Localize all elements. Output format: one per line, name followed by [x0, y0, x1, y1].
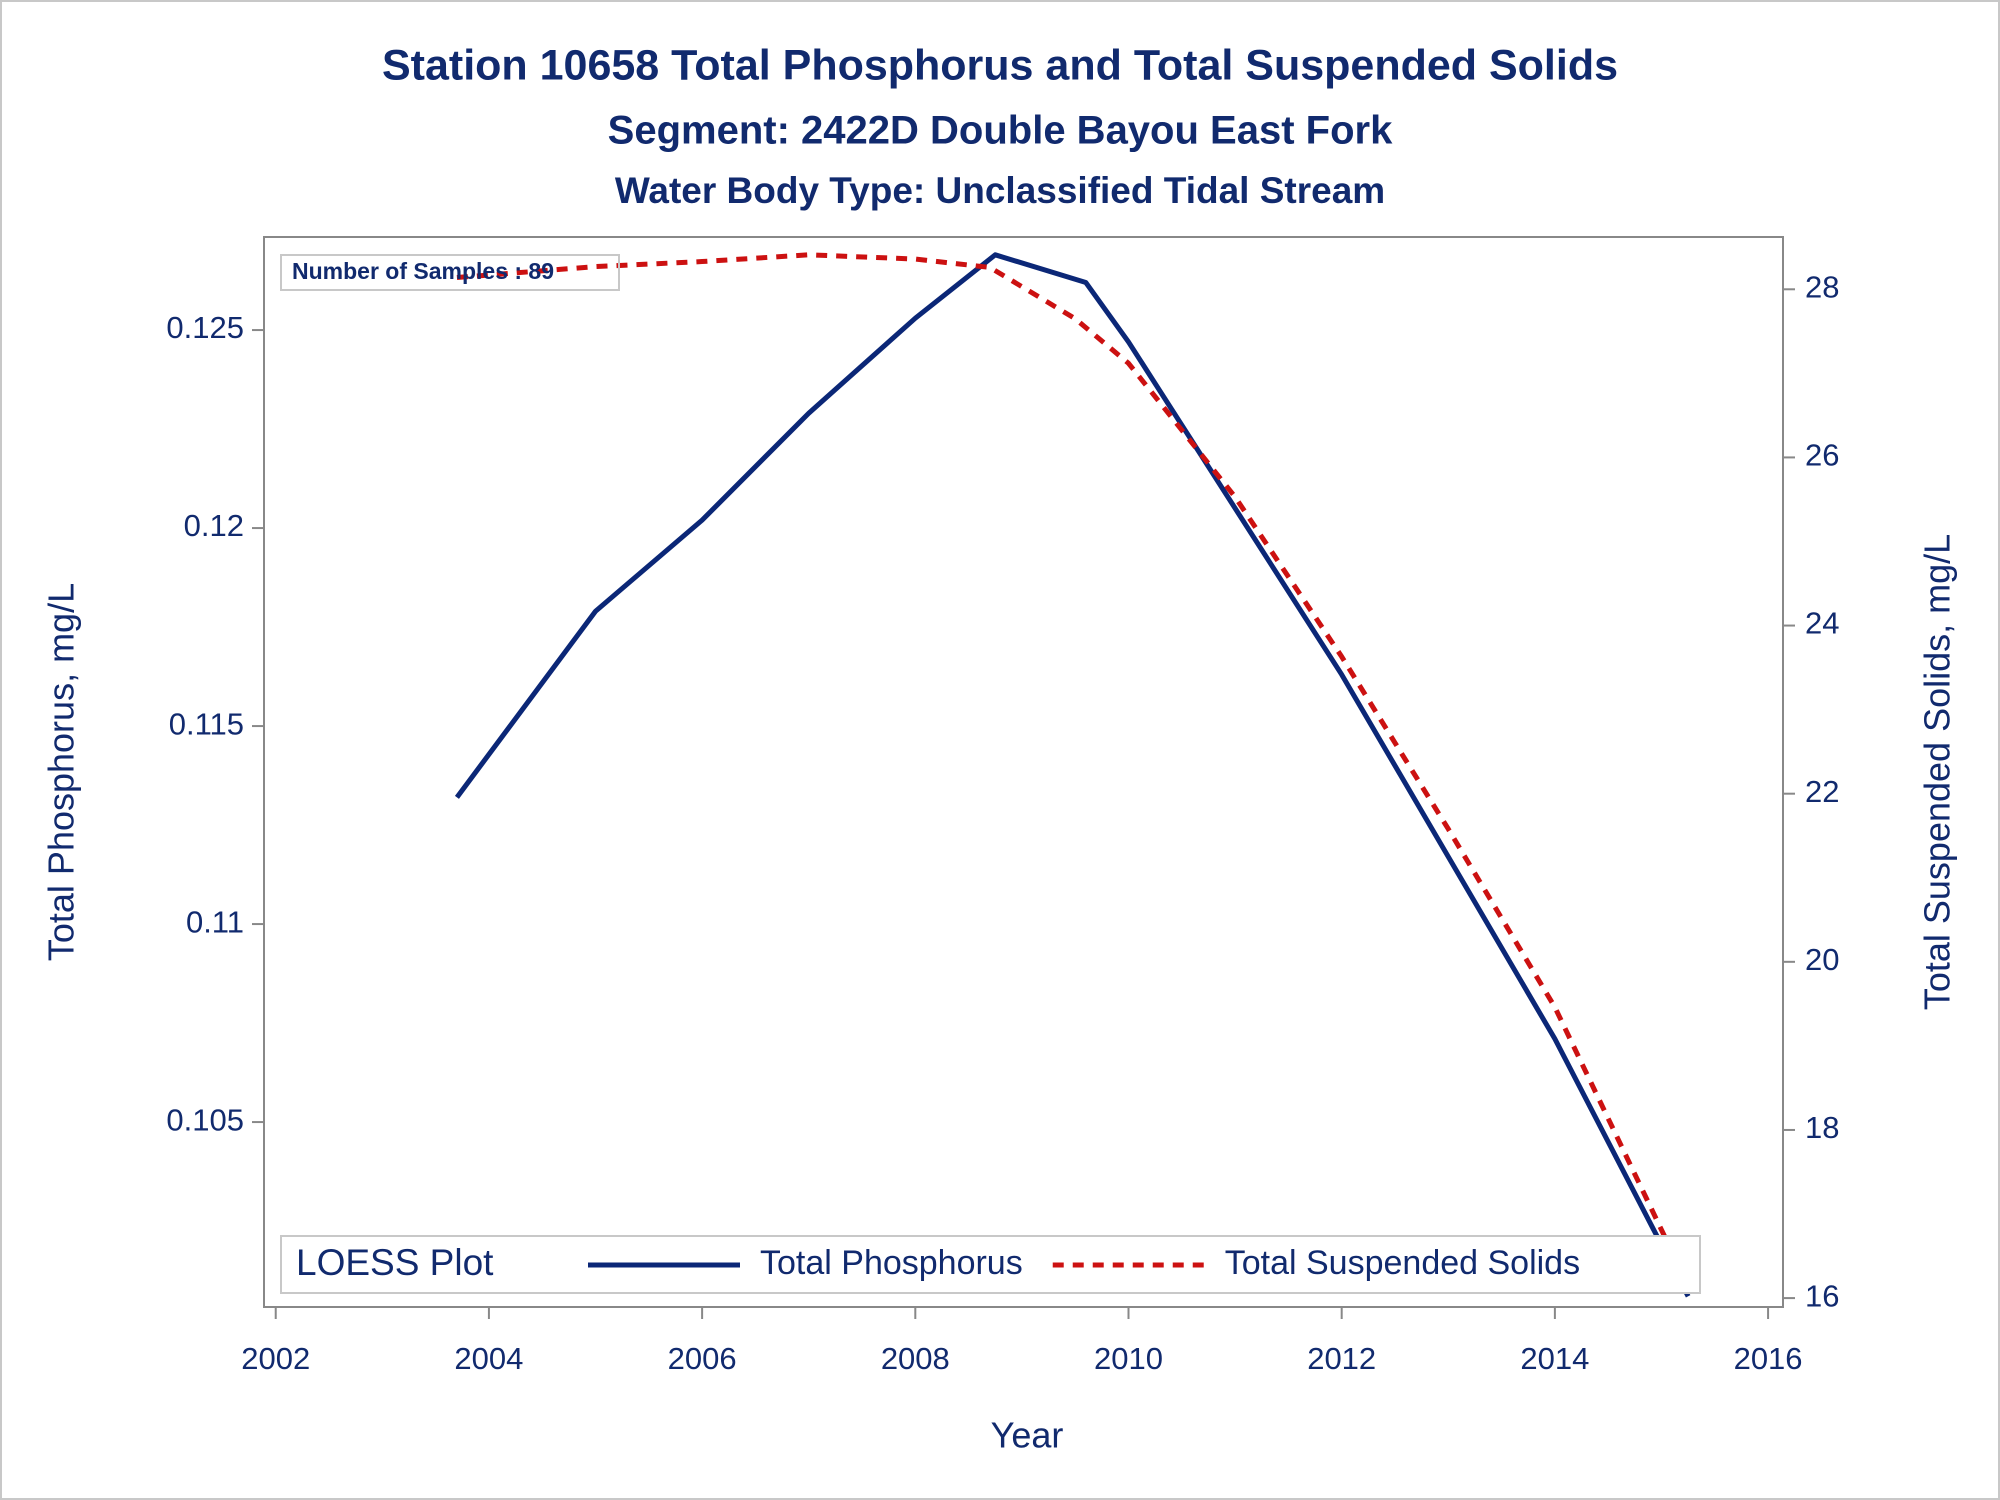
- y2-axis-label: Total Suspended Solids, mg/L: [1917, 534, 1958, 1010]
- annotation: Number of Samples : 89: [292, 258, 554, 284]
- annotation-box: [280, 254, 620, 291]
- legend-label: Total Phosphorus: [760, 1244, 1023, 1282]
- x-tick-label: 2010: [1094, 1341, 1163, 1376]
- x-tick-label: 2002: [241, 1341, 310, 1376]
- y2-tick-label: 24: [1805, 606, 1839, 641]
- series-line: [456, 252, 1691, 1287]
- x-tick-label: 2016: [1734, 1341, 1803, 1376]
- y-axis-label: Total Phosphorus, mg/L: [41, 583, 82, 961]
- y2-tick-label: 18: [1805, 1110, 1839, 1145]
- y-tick-label: 0.125: [166, 310, 244, 345]
- legend-label: Total Suspended Solids: [1225, 1244, 1580, 1282]
- x-tick-label: 2014: [1520, 1341, 1589, 1376]
- y2-tick-label: 26: [1805, 438, 1839, 473]
- y-tick-label: 0.12: [184, 508, 244, 543]
- chart-subtitle: Segment: 2422D Double Bayou East Fork: [608, 109, 1393, 153]
- series-line: [454, 252, 1691, 1298]
- y-tick-label: 0.115: [169, 706, 244, 741]
- x-tick-label: 2006: [668, 1341, 737, 1376]
- y2-tick-label: 16: [1805, 1278, 1839, 1313]
- x-tick-label: 2008: [881, 1341, 950, 1376]
- chart-title: Station 10658 Total Phosphorus and Total…: [382, 41, 1618, 89]
- x-tick-label: 2012: [1307, 1341, 1376, 1376]
- legend-title: LOESS Plot: [296, 1242, 494, 1283]
- x-axis-label: Year: [991, 1415, 1064, 1456]
- y-tick-label: 0.11: [186, 904, 244, 939]
- y2-tick-label: 20: [1805, 942, 1839, 977]
- y2-tick-label: 22: [1805, 774, 1839, 809]
- y2-tick-label: 28: [1805, 269, 1839, 304]
- chart-subtitle: Water Body Type: Unclassified Tidal Stre…: [615, 170, 1385, 211]
- y-tick-label: 0.105: [166, 1102, 244, 1137]
- x-tick-label: 2004: [454, 1341, 523, 1376]
- plot-area: [263, 236, 1784, 1308]
- legend-box: [280, 1235, 1701, 1294]
